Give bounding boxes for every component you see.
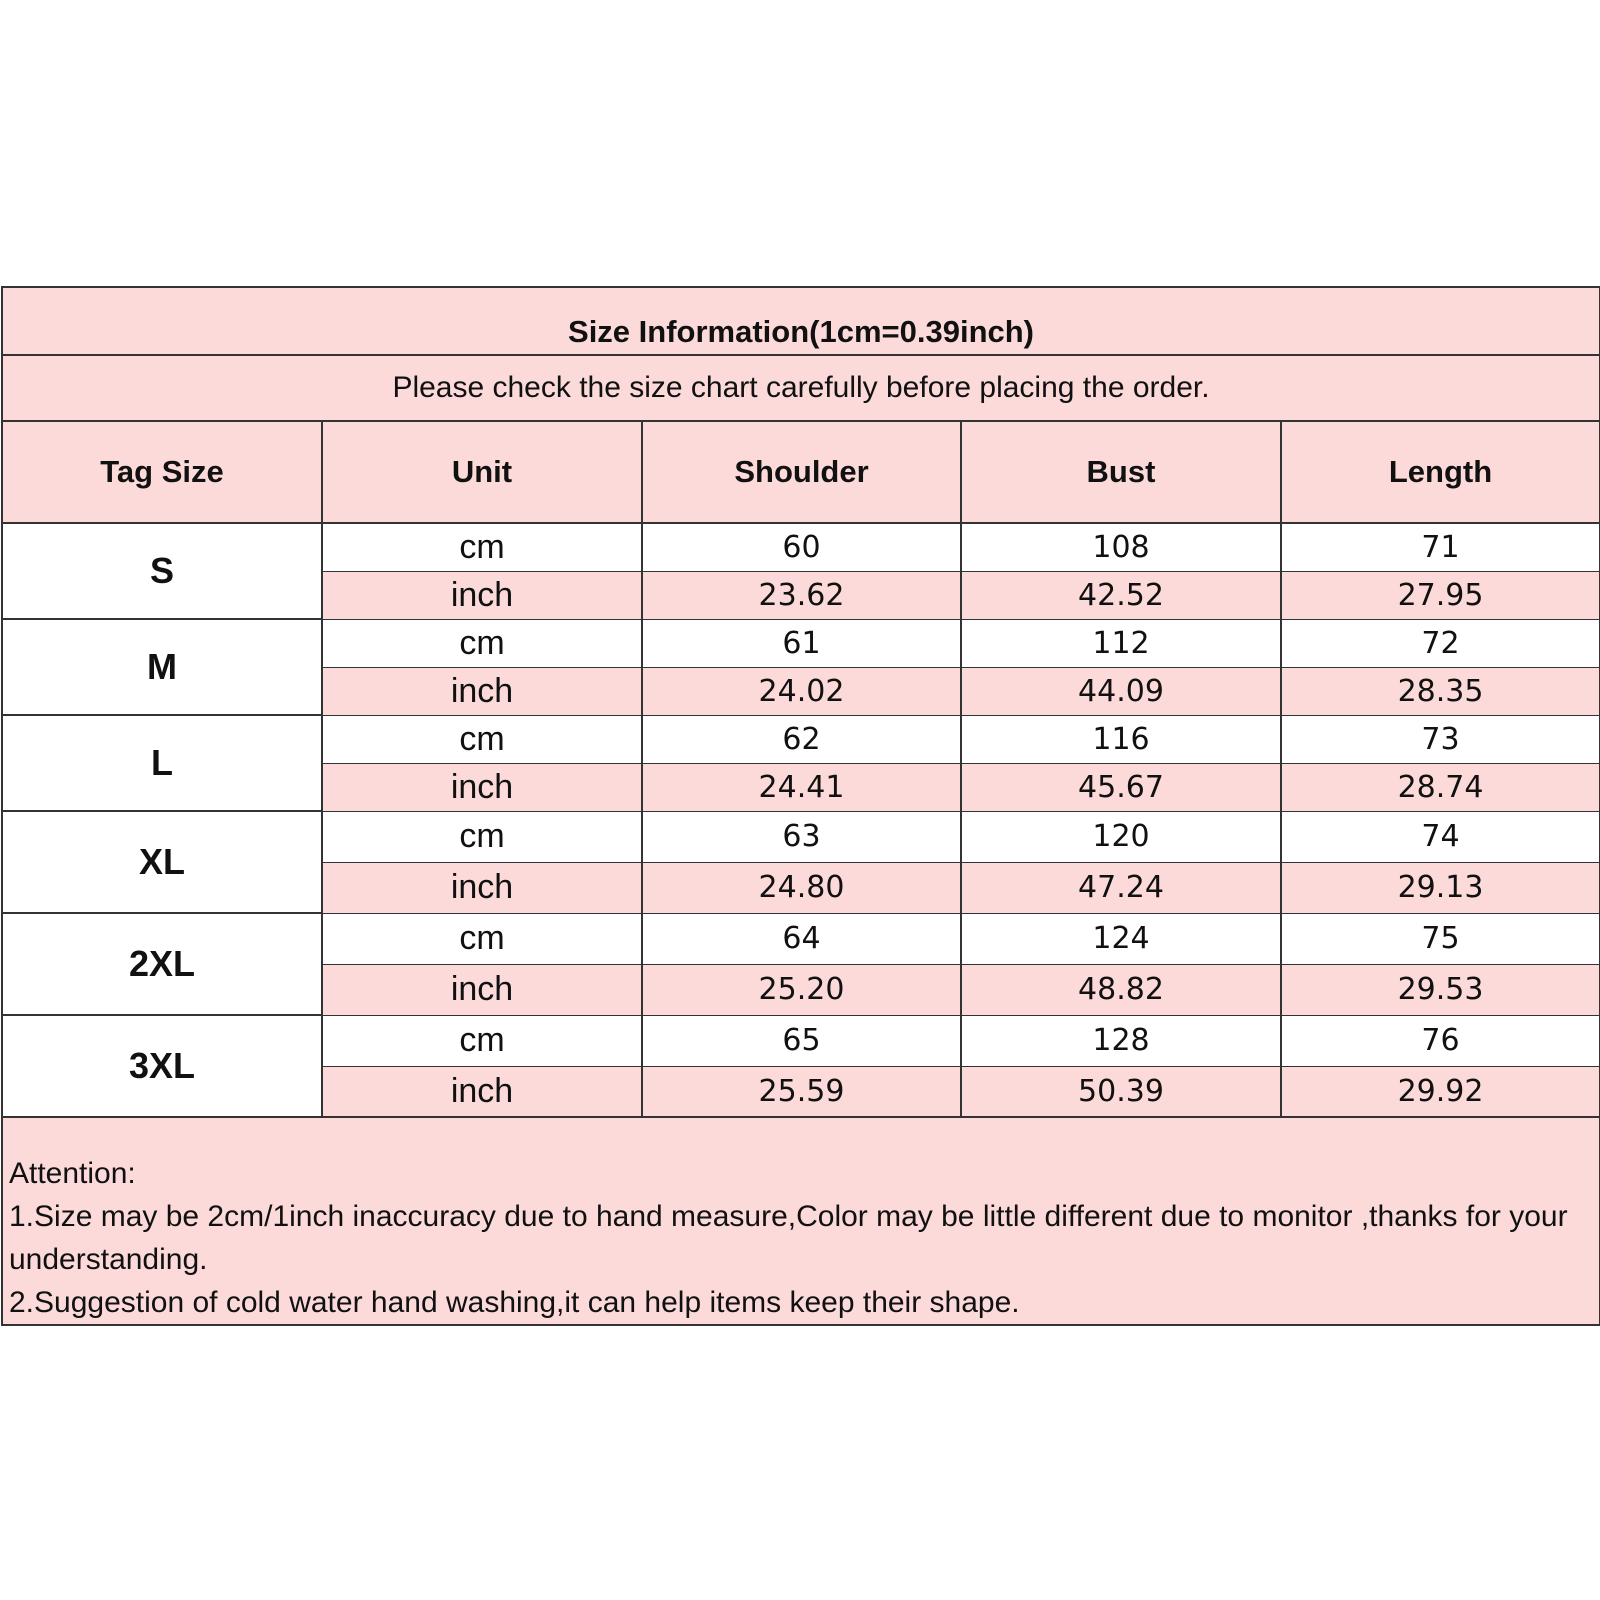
header-shoulder: Shoulder <box>641 420 962 524</box>
unit-cell: cm <box>321 618 643 668</box>
header-tag-size: Tag Size <box>1 420 323 524</box>
tag-size-cell: 2XL <box>1 912 323 1016</box>
shoulder-cell: 25.20 <box>641 963 962 1016</box>
length-cell: 76 <box>1279 1014 1600 1067</box>
header-length: Length <box>1279 420 1600 524</box>
shoulder-cell: 62 <box>641 714 962 764</box>
header-unit: Unit <box>321 420 643 524</box>
unit-cell: inch <box>321 762 643 812</box>
unit-cell: cm <box>321 714 643 764</box>
shoulder-cell: 63 <box>641 810 962 863</box>
header-bust: Bust <box>960 420 1282 524</box>
bust-cell: 112 <box>960 618 1282 668</box>
bust-cell: 45.67 <box>960 762 1282 812</box>
bust-cell: 128 <box>960 1014 1282 1067</box>
bust-cell: 116 <box>960 714 1282 764</box>
notes-line-1: 1.Size may be 2cm/1inch inaccuracy due t… <box>9 1200 1568 1276</box>
chart-title: Size Information(1cm=0.39inch) <box>0 286 1600 356</box>
shoulder-cell: 61 <box>641 618 962 668</box>
bust-cell: 50.39 <box>960 1065 1282 1118</box>
unit-cell: cm <box>321 522 643 572</box>
bust-cell: 48.82 <box>960 963 1282 1016</box>
unit-cell: inch <box>321 570 643 620</box>
bust-cell: 47.24 <box>960 861 1282 914</box>
shoulder-cell: 60 <box>641 522 962 572</box>
table-row-3XL-cm: 3XL cm 65 128 76 <box>1 1014 1600 1118</box>
tag-size-cell: M <box>1 618 323 716</box>
bust-cell: 44.09 <box>960 666 1282 716</box>
shoulder-cell: 23.62 <box>641 570 962 620</box>
unit-cell: inch <box>321 666 643 716</box>
length-cell: 71 <box>1279 522 1600 572</box>
header-row: Tag Size Unit Shoulder Bust Length <box>1 420 1600 524</box>
shoulder-cell: 64 <box>641 912 962 965</box>
bust-cell: 120 <box>960 810 1282 863</box>
unit-cell: cm <box>321 1014 643 1067</box>
notes-line-2: 2.Suggestion of cold water hand washing,… <box>9 1286 1020 1319</box>
table-row-M-inch: inch 24.02 44.09 28.35 <box>2 666 1600 716</box>
tag-size-cell: S <box>1 522 323 620</box>
shoulder-cell: 65 <box>641 1014 962 1067</box>
size-table: Size Information(1cm=0.39inch) Please ch… <box>0 286 1600 1326</box>
size-chart: Size Information(1cm=0.39inch) Please ch… <box>0 286 1600 1326</box>
length-cell: 29.53 <box>1279 963 1600 1016</box>
tag-size-cell: L <box>1 714 323 812</box>
table-row-L-inch: inch 24.41 45.67 28.74 <box>2 762 1600 812</box>
notes-heading: Attention: <box>9 1157 136 1190</box>
bust-cell: 108 <box>960 522 1282 572</box>
table-row-XL-cm: XL cm 63 120 74 <box>1 810 1600 914</box>
chart-subtitle: Please check the size chart carefully be… <box>0 354 1600 422</box>
table-row-S-inch: inch 23.62 42.52 27.95 <box>2 570 1600 620</box>
length-cell: 28.74 <box>1279 762 1600 812</box>
length-cell: 28.35 <box>1279 666 1600 716</box>
length-cell: 29.13 <box>1279 861 1600 914</box>
table-row-2XL-cm: 2XL cm 64 124 75 <box>1 912 1600 1016</box>
tag-size-cell: XL <box>1 810 323 914</box>
bust-cell: 124 <box>960 912 1282 965</box>
tag-size-cell: 3XL <box>1 1014 323 1118</box>
length-cell: 75 <box>1279 912 1600 965</box>
length-cell: 27.95 <box>1279 570 1600 620</box>
shoulder-cell: 25.59 <box>641 1065 962 1118</box>
shoulder-cell: 24.80 <box>641 861 962 914</box>
shoulder-cell: 24.41 <box>641 762 962 812</box>
attention-notes: Attention: 1.Size may be 2cm/1inch inacc… <box>0 1116 1600 1326</box>
table-row-2XL-inch: inch 25.20 48.82 29.53 <box>2 963 1600 1016</box>
unit-cell: inch <box>321 963 643 1016</box>
unit-cell: cm <box>321 912 643 965</box>
length-cell: 29.92 <box>1279 1065 1600 1118</box>
unit-cell: inch <box>321 861 643 914</box>
table-row-3XL-inch: inch 25.59 50.39 29.92 <box>2 1065 1600 1118</box>
shoulder-cell: 24.02 <box>641 666 962 716</box>
length-cell: 74 <box>1279 810 1600 863</box>
length-cell: 73 <box>1279 714 1600 764</box>
unit-cell: inch <box>321 1065 643 1118</box>
unit-cell: cm <box>321 810 643 863</box>
length-cell: 72 <box>1279 618 1600 668</box>
bust-cell: 42.52 <box>960 570 1282 620</box>
